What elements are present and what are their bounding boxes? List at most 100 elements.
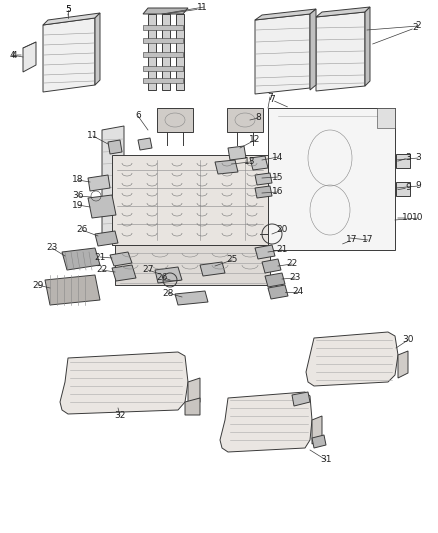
- Text: 27: 27: [142, 265, 154, 274]
- Polygon shape: [143, 52, 183, 57]
- Polygon shape: [255, 14, 310, 94]
- Text: 5: 5: [65, 5, 71, 14]
- Polygon shape: [255, 245, 275, 259]
- Text: 31: 31: [320, 456, 332, 464]
- Polygon shape: [155, 267, 182, 283]
- Polygon shape: [306, 332, 398, 386]
- Polygon shape: [43, 18, 95, 92]
- Text: 30: 30: [402, 335, 414, 344]
- Polygon shape: [176, 14, 184, 90]
- Text: 13: 13: [244, 157, 256, 166]
- Polygon shape: [143, 8, 188, 14]
- Polygon shape: [185, 398, 200, 415]
- Polygon shape: [143, 25, 183, 30]
- Text: 28: 28: [162, 288, 174, 297]
- Polygon shape: [62, 248, 100, 270]
- Text: 19: 19: [72, 200, 84, 209]
- Polygon shape: [255, 186, 272, 198]
- Text: 9: 9: [415, 182, 421, 190]
- Polygon shape: [112, 265, 136, 281]
- Text: 24: 24: [293, 287, 304, 296]
- Text: 15: 15: [272, 173, 284, 182]
- Text: 3: 3: [415, 154, 421, 163]
- Text: 36: 36: [72, 191, 84, 200]
- Text: 14: 14: [272, 152, 284, 161]
- Polygon shape: [396, 154, 410, 168]
- Text: 12: 12: [249, 135, 261, 144]
- Polygon shape: [316, 7, 370, 17]
- Polygon shape: [200, 262, 225, 276]
- Polygon shape: [396, 182, 410, 196]
- Text: 23: 23: [46, 244, 58, 253]
- Polygon shape: [162, 14, 170, 90]
- Polygon shape: [60, 352, 188, 414]
- Polygon shape: [115, 245, 270, 285]
- Text: 20: 20: [276, 225, 288, 235]
- Polygon shape: [148, 14, 156, 90]
- Polygon shape: [138, 138, 152, 150]
- Text: 2: 2: [415, 21, 421, 30]
- Text: 7: 7: [267, 93, 273, 101]
- Text: 26: 26: [76, 225, 88, 235]
- Polygon shape: [310, 9, 316, 90]
- Polygon shape: [228, 146, 246, 160]
- Text: 10: 10: [402, 214, 414, 222]
- Text: 1: 1: [197, 4, 203, 12]
- Polygon shape: [255, 9, 316, 20]
- Polygon shape: [110, 252, 132, 266]
- Polygon shape: [215, 160, 238, 174]
- Polygon shape: [377, 108, 395, 128]
- Text: 16: 16: [272, 188, 284, 197]
- Polygon shape: [112, 155, 268, 245]
- Text: 4: 4: [9, 51, 15, 60]
- Polygon shape: [88, 175, 110, 191]
- Polygon shape: [227, 108, 263, 132]
- Polygon shape: [268, 108, 395, 250]
- Text: 11: 11: [87, 132, 99, 141]
- Text: 17: 17: [346, 236, 358, 245]
- Text: 6: 6: [135, 111, 141, 120]
- Text: 8: 8: [255, 114, 261, 123]
- Text: 3: 3: [405, 154, 411, 163]
- Polygon shape: [102, 126, 124, 236]
- Polygon shape: [268, 285, 288, 299]
- Text: 22: 22: [286, 260, 298, 269]
- Polygon shape: [255, 173, 272, 185]
- Text: 9: 9: [405, 183, 411, 192]
- Text: 26: 26: [156, 272, 168, 281]
- Polygon shape: [143, 66, 183, 71]
- Polygon shape: [23, 42, 36, 72]
- Polygon shape: [365, 7, 370, 86]
- Polygon shape: [265, 273, 285, 287]
- Text: 29: 29: [32, 280, 44, 289]
- Text: 22: 22: [96, 265, 108, 274]
- Text: 5: 5: [65, 5, 71, 14]
- Polygon shape: [95, 13, 100, 85]
- Polygon shape: [43, 13, 100, 25]
- Polygon shape: [188, 378, 200, 408]
- Polygon shape: [398, 351, 408, 378]
- Polygon shape: [95, 231, 118, 246]
- Text: 25: 25: [226, 255, 238, 264]
- Polygon shape: [143, 38, 183, 43]
- Text: 1: 1: [201, 3, 207, 12]
- Text: 18: 18: [72, 175, 84, 184]
- Text: 21: 21: [276, 246, 288, 254]
- Polygon shape: [108, 140, 122, 154]
- Text: 7: 7: [269, 95, 275, 104]
- Text: 32: 32: [114, 410, 126, 419]
- Polygon shape: [175, 291, 208, 305]
- Polygon shape: [220, 392, 312, 452]
- Polygon shape: [316, 12, 365, 91]
- Polygon shape: [157, 108, 193, 132]
- Polygon shape: [262, 259, 281, 273]
- Polygon shape: [312, 416, 322, 444]
- Polygon shape: [312, 435, 326, 448]
- Text: 17: 17: [362, 236, 374, 245]
- Text: 21: 21: [94, 253, 106, 262]
- Text: 4: 4: [11, 51, 17, 60]
- Polygon shape: [292, 392, 310, 406]
- Polygon shape: [143, 78, 183, 83]
- Polygon shape: [88, 195, 116, 218]
- Text: 23: 23: [290, 273, 301, 282]
